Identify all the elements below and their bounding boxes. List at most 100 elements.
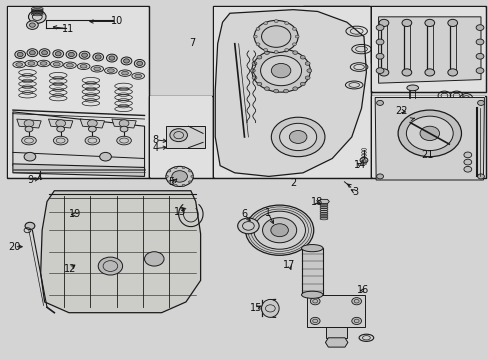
Ellipse shape [406, 85, 418, 91]
Circle shape [182, 184, 184, 186]
Circle shape [310, 318, 320, 324]
Text: 9: 9 [28, 175, 34, 185]
Circle shape [300, 55, 305, 59]
Circle shape [93, 53, 103, 61]
Polygon shape [48, 119, 73, 128]
Circle shape [25, 222, 35, 229]
Circle shape [300, 82, 305, 86]
Circle shape [245, 205, 313, 255]
Polygon shape [13, 164, 144, 176]
Circle shape [305, 62, 309, 65]
Circle shape [284, 49, 288, 51]
Ellipse shape [66, 63, 73, 67]
Circle shape [351, 298, 361, 305]
Ellipse shape [117, 136, 131, 145]
Circle shape [106, 54, 117, 62]
Circle shape [376, 174, 383, 179]
Circle shape [188, 181, 191, 183]
Polygon shape [374, 98, 484, 180]
Circle shape [39, 49, 50, 57]
Ellipse shape [80, 64, 87, 68]
Circle shape [256, 43, 260, 46]
Ellipse shape [94, 67, 101, 71]
Circle shape [95, 55, 101, 59]
Ellipse shape [135, 74, 142, 78]
Ellipse shape [301, 291, 323, 298]
Circle shape [375, 68, 383, 73]
Circle shape [263, 49, 267, 51]
Bar [370, 96, 485, 178]
Ellipse shape [261, 300, 279, 318]
Ellipse shape [91, 66, 103, 72]
Circle shape [254, 21, 298, 53]
Circle shape [123, 59, 129, 63]
Text: 14: 14 [353, 160, 366, 170]
Bar [213, 7, 369, 177]
Circle shape [100, 152, 111, 161]
Bar [6, 6, 149, 178]
Circle shape [419, 126, 439, 140]
Ellipse shape [57, 138, 64, 141]
Ellipse shape [120, 138, 128, 141]
Circle shape [24, 120, 34, 127]
Ellipse shape [16, 63, 22, 66]
Circle shape [463, 159, 471, 165]
Ellipse shape [25, 138, 33, 141]
Bar [370, 6, 485, 92]
Circle shape [256, 27, 260, 30]
Circle shape [306, 69, 311, 72]
Circle shape [144, 252, 163, 266]
Bar [150, 96, 211, 177]
Polygon shape [318, 199, 329, 204]
Circle shape [57, 126, 64, 132]
Circle shape [66, 50, 77, 58]
Circle shape [87, 120, 97, 127]
Circle shape [263, 22, 267, 24]
Ellipse shape [28, 62, 35, 65]
Text: 7: 7 [188, 38, 195, 48]
Text: 11: 11 [62, 24, 74, 34]
Circle shape [397, 110, 461, 157]
Circle shape [251, 49, 310, 92]
Circle shape [188, 170, 191, 172]
Ellipse shape [107, 69, 114, 72]
Circle shape [29, 23, 35, 27]
Circle shape [237, 218, 259, 234]
Circle shape [171, 171, 187, 182]
Circle shape [109, 56, 115, 60]
Circle shape [283, 89, 288, 93]
Ellipse shape [401, 69, 411, 76]
Ellipse shape [88, 138, 96, 141]
Circle shape [359, 157, 367, 163]
Text: 12: 12 [64, 264, 77, 274]
Circle shape [119, 120, 129, 127]
Polygon shape [378, 17, 480, 83]
Circle shape [137, 61, 142, 66]
Ellipse shape [21, 136, 36, 145]
Ellipse shape [447, 69, 457, 76]
Circle shape [190, 175, 193, 177]
Text: 16: 16 [357, 285, 369, 296]
Text: 4: 4 [152, 143, 159, 153]
Circle shape [463, 152, 471, 158]
Circle shape [406, 116, 452, 150]
Circle shape [295, 35, 299, 38]
Circle shape [56, 120, 65, 127]
Text: 17: 17 [283, 260, 295, 270]
Bar [302, 248, 322, 295]
Text: 5: 5 [168, 177, 174, 187]
Circle shape [134, 59, 145, 67]
Text: 20: 20 [8, 242, 20, 252]
Circle shape [28, 10, 46, 23]
Circle shape [270, 224, 288, 237]
Circle shape [289, 131, 306, 143]
Circle shape [264, 87, 269, 90]
Polygon shape [215, 10, 366, 176]
Ellipse shape [104, 67, 117, 74]
Bar [212, 6, 370, 178]
Text: 18: 18 [310, 197, 322, 207]
Circle shape [24, 152, 36, 161]
Circle shape [375, 39, 383, 45]
Polygon shape [13, 112, 144, 169]
Ellipse shape [447, 19, 457, 27]
